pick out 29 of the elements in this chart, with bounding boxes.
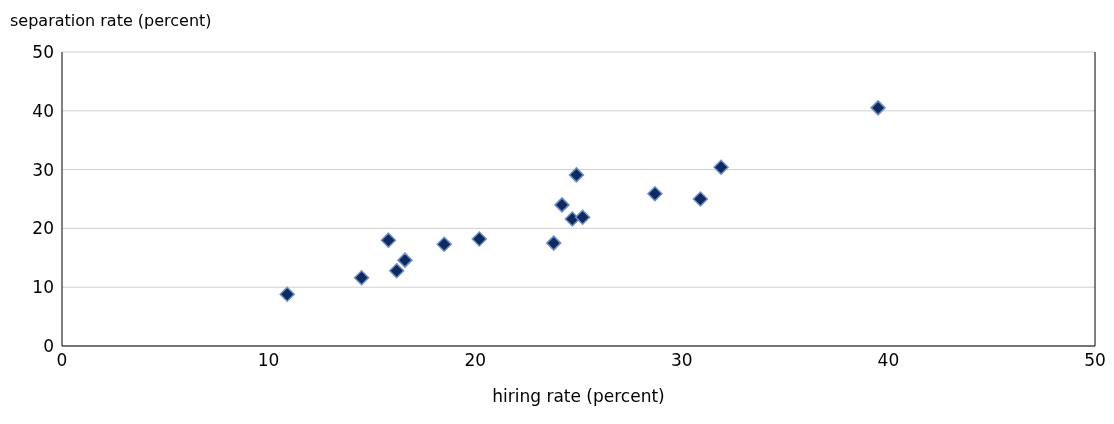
x-tick-label: 40 xyxy=(877,350,900,371)
point xyxy=(554,197,570,213)
point xyxy=(647,185,663,202)
point xyxy=(713,159,729,175)
point xyxy=(471,231,488,247)
y-tick-label: 20 xyxy=(32,218,54,239)
point xyxy=(380,232,397,248)
y-axis-title: separation rate (percent) xyxy=(9,10,213,32)
point xyxy=(279,286,295,303)
point xyxy=(545,235,562,251)
point xyxy=(692,191,709,207)
point xyxy=(870,100,886,116)
x-tick-label: 20 xyxy=(464,350,487,371)
y-tick-label: 0 xyxy=(43,336,54,357)
x-axis-title: hiring rate (percent) xyxy=(492,386,665,406)
y-tick-label: 30 xyxy=(32,159,54,180)
x-tick-label: 30 xyxy=(670,350,693,371)
point xyxy=(436,236,452,253)
x-tick-label: 50 xyxy=(1084,350,1106,371)
x-tick-label: 0 xyxy=(56,350,68,371)
point xyxy=(574,209,591,225)
y-tick-label: 10 xyxy=(32,277,54,298)
point xyxy=(388,262,405,279)
point xyxy=(353,270,370,286)
point xyxy=(397,252,413,268)
x-tick-label: 10 xyxy=(257,350,280,371)
y-tick-label: 50 xyxy=(32,42,54,63)
y-tick-label: 40 xyxy=(32,100,54,121)
point xyxy=(568,167,585,183)
